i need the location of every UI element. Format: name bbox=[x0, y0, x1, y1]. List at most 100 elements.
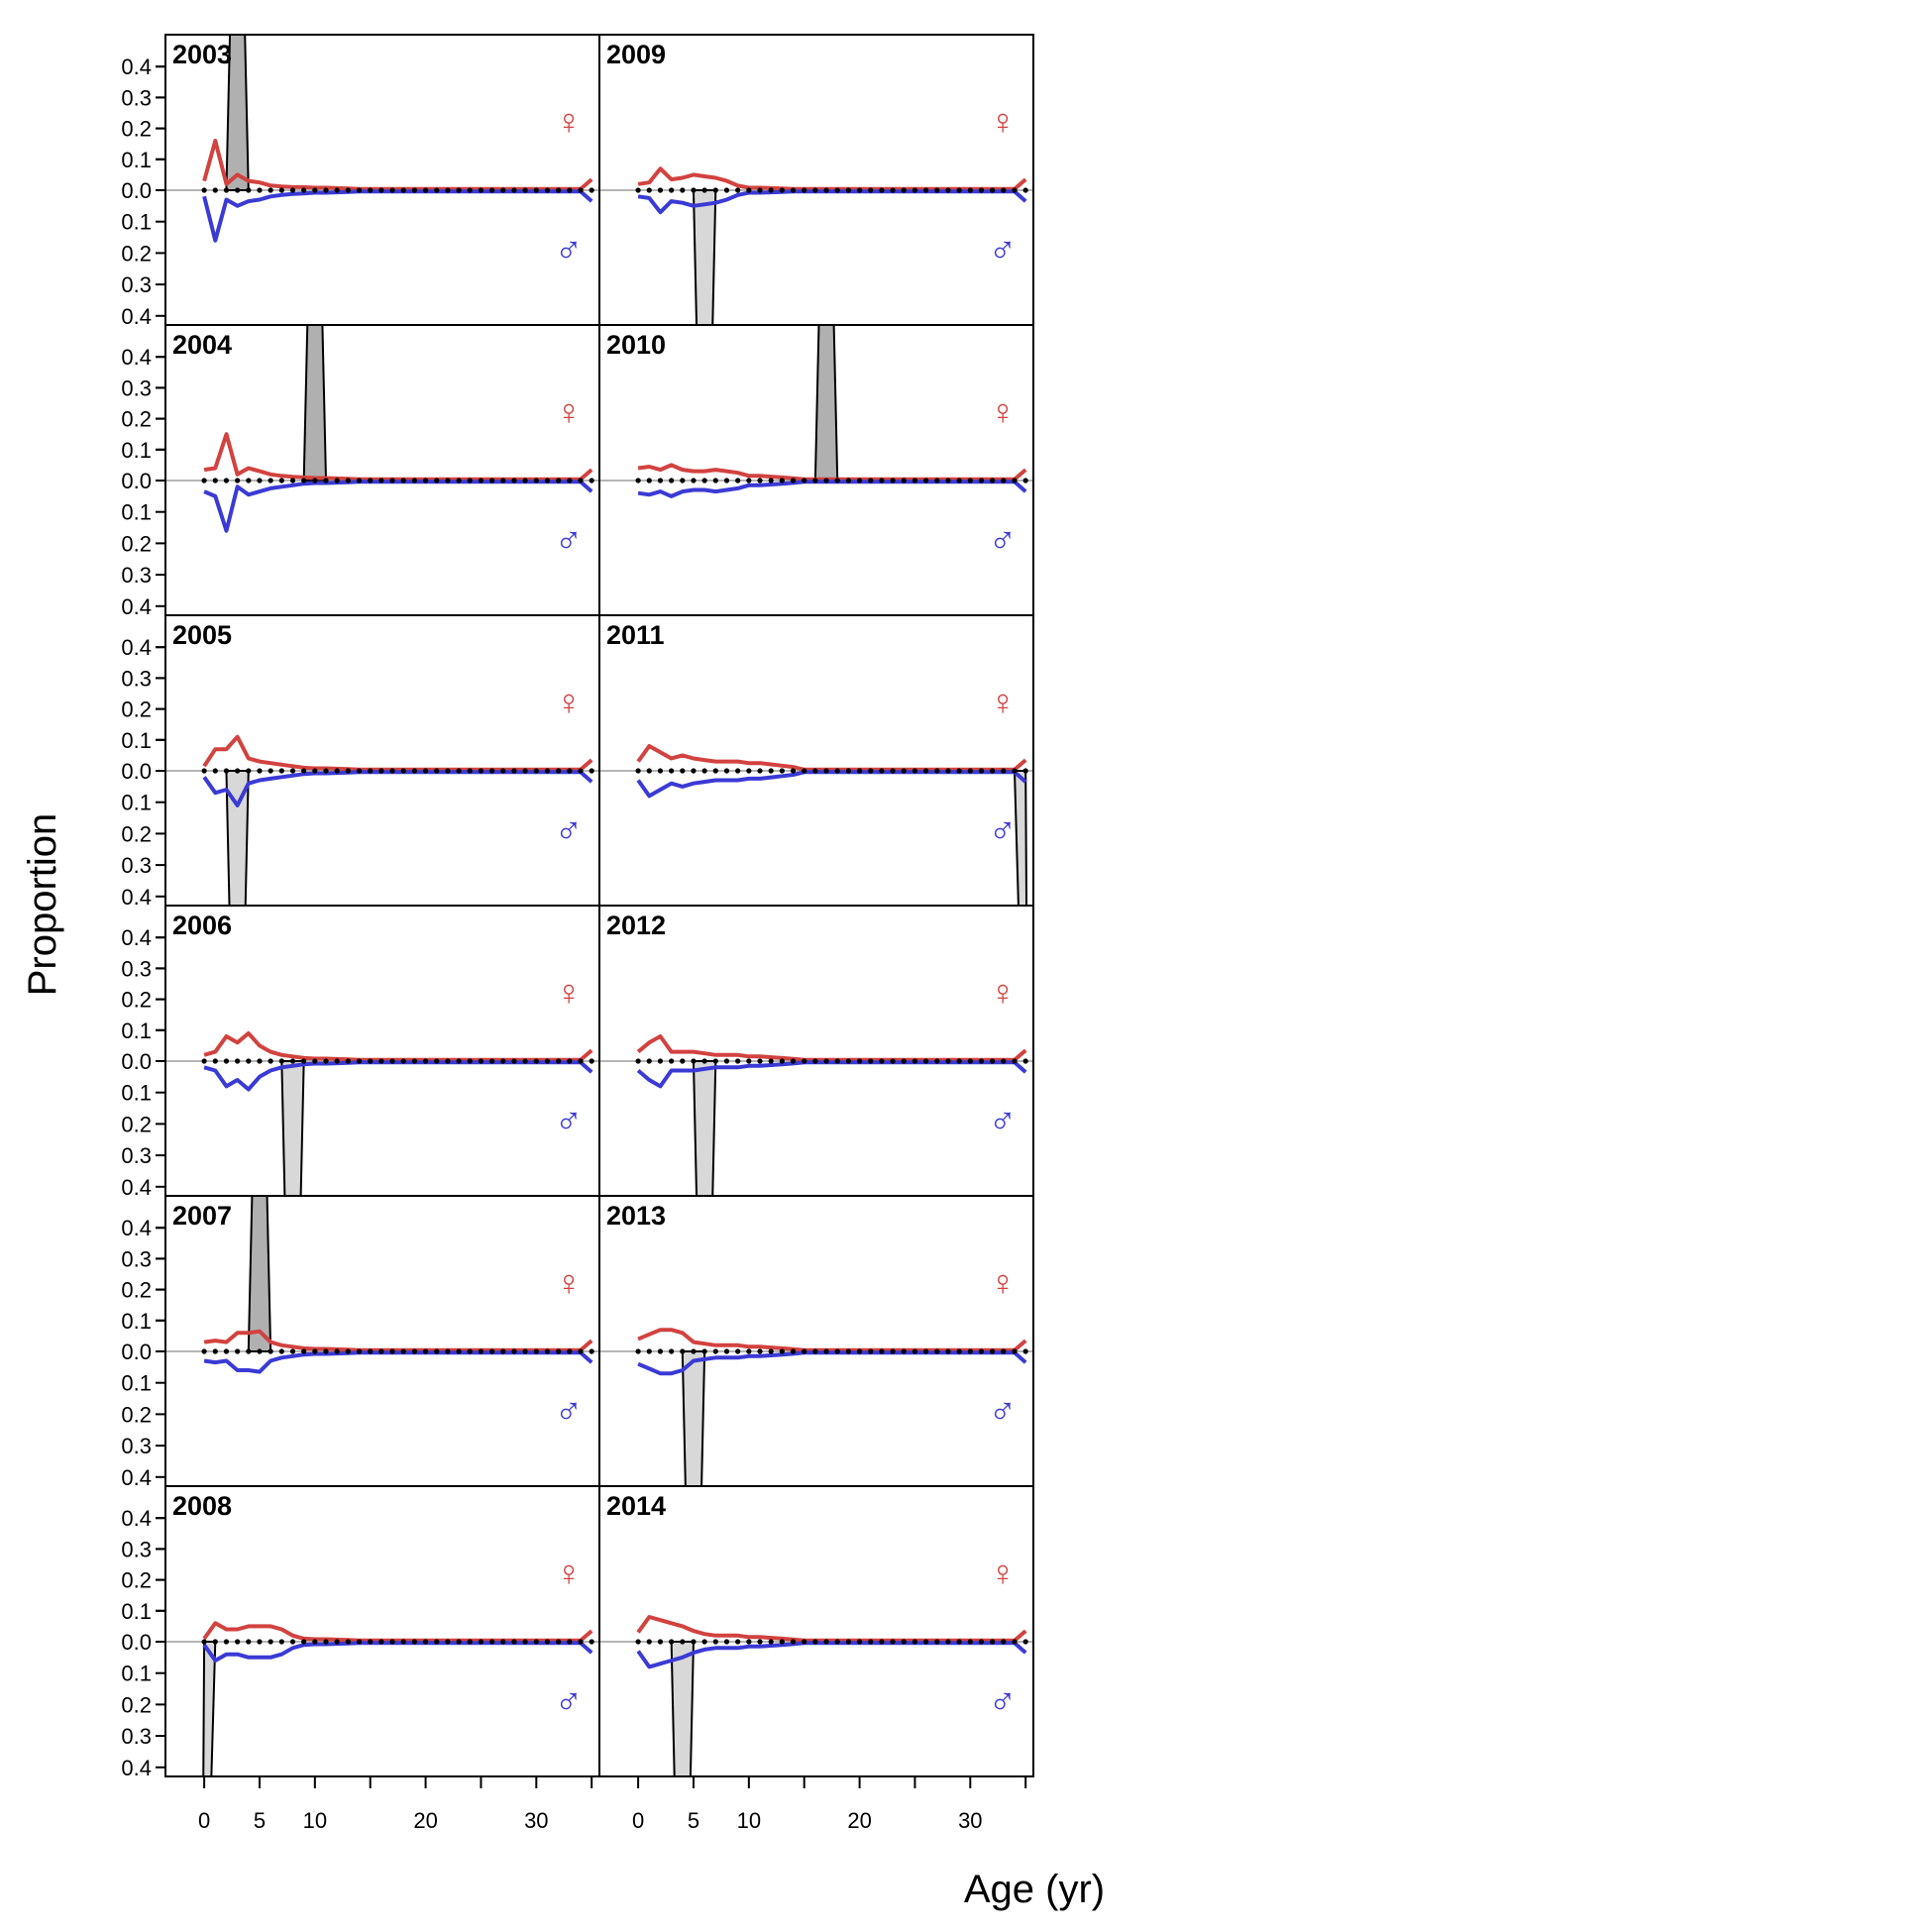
observed-point bbox=[669, 768, 675, 774]
observed-point bbox=[456, 1058, 462, 1064]
observed-point bbox=[879, 768, 885, 774]
observed-point bbox=[533, 1348, 539, 1354]
observed-points bbox=[201, 1348, 594, 1354]
observed-point bbox=[768, 768, 774, 774]
observed-point bbox=[268, 1348, 273, 1354]
y-axis: 0.4 0.3 0.2 0.1 0.1 0.2 0.3 0.4 0.0 bbox=[121, 1216, 165, 1490]
observed-point bbox=[823, 1639, 829, 1645]
observed-bar bbox=[247, 1196, 272, 1352]
observed-point bbox=[400, 1348, 406, 1354]
observed-point bbox=[868, 1348, 874, 1354]
observed-point bbox=[635, 1639, 641, 1645]
male-symbol-icon: ♂ bbox=[555, 230, 584, 271]
observed-point bbox=[589, 187, 594, 193]
y-axis-title: Proportion bbox=[21, 813, 64, 997]
observed-points bbox=[201, 1639, 594, 1645]
observed-points bbox=[635, 1639, 1028, 1645]
panel-2012: 2012 ♀ ♂ bbox=[598, 905, 1034, 1197]
female-expected-line bbox=[203, 1030, 593, 1062]
x-tick-label: 5 bbox=[688, 1808, 699, 1833]
observed-point bbox=[1001, 1639, 1007, 1645]
observed-point bbox=[934, 1058, 940, 1064]
observed-point bbox=[578, 1639, 584, 1645]
male-symbol-icon: ♂ bbox=[555, 1681, 584, 1723]
observed-point bbox=[345, 1348, 351, 1354]
observed-point bbox=[368, 1639, 374, 1645]
male-symbol-icon: ♂ bbox=[989, 520, 1018, 562]
y-tick-label: 0.1 bbox=[121, 210, 152, 235]
female-symbol-icon: ♀ bbox=[990, 1553, 1017, 1593]
y-tick-label: 0.2 bbox=[121, 1692, 152, 1717]
observed-point bbox=[934, 768, 940, 774]
observed-point bbox=[712, 1348, 718, 1354]
observed-point bbox=[301, 768, 307, 774]
y-tick-label: 0.0 bbox=[121, 759, 152, 784]
observed-point bbox=[312, 1348, 318, 1354]
observed-point bbox=[567, 768, 573, 774]
observed-point bbox=[400, 768, 406, 774]
y-tick-label: 0.4 bbox=[121, 1506, 152, 1531]
panel-frame bbox=[164, 905, 600, 1197]
panel-frame bbox=[598, 1485, 1034, 1777]
observed-point bbox=[378, 768, 384, 774]
observed-point bbox=[879, 1348, 885, 1354]
observed-point bbox=[967, 187, 973, 193]
observed-point bbox=[779, 1348, 785, 1354]
panel-2005: 2005 ♀ ♂ bbox=[164, 614, 600, 907]
observed-point bbox=[635, 1058, 641, 1064]
observed-point bbox=[701, 1639, 707, 1645]
observed-point bbox=[712, 187, 718, 193]
observed-point bbox=[657, 478, 664, 483]
female-expected-line bbox=[203, 432, 593, 482]
observed-point bbox=[1001, 478, 1007, 483]
y-tick-label: 0.3 bbox=[121, 853, 152, 878]
observed-point bbox=[389, 478, 395, 483]
observed-point bbox=[967, 768, 973, 774]
y-tick-label: 0.3 bbox=[121, 563, 152, 588]
observed-point bbox=[746, 768, 752, 774]
observed-point bbox=[434, 1348, 440, 1354]
observed-point bbox=[669, 478, 675, 483]
observed-point bbox=[422, 1639, 429, 1645]
observed-point bbox=[879, 187, 885, 193]
observed-point bbox=[890, 478, 896, 483]
observed-point bbox=[845, 1639, 852, 1645]
observed-point bbox=[978, 187, 985, 193]
panel-year-label: 2005 bbox=[172, 620, 232, 650]
observed-point bbox=[589, 1058, 594, 1064]
observed-point bbox=[544, 1639, 551, 1645]
y-tick-label: 0.4 bbox=[121, 54, 152, 79]
observed-point bbox=[1012, 1639, 1018, 1645]
observed-points bbox=[201, 768, 594, 774]
observed-point bbox=[691, 478, 697, 483]
observed-point bbox=[934, 187, 940, 193]
female-symbol-icon: ♀ bbox=[556, 1262, 583, 1303]
observed-point bbox=[890, 1348, 896, 1354]
observed-point bbox=[691, 768, 697, 774]
observed-point bbox=[268, 478, 273, 483]
observed-point bbox=[500, 768, 506, 774]
observed-point bbox=[345, 478, 351, 483]
female-expected-line bbox=[636, 1034, 1027, 1062]
y-axis: 0.4 0.3 0.2 0.1 0.1 0.2 0.3 0.4 0.0 bbox=[121, 925, 165, 1200]
observed-point bbox=[712, 1058, 718, 1064]
observed-point bbox=[278, 478, 284, 483]
panel-2003: 2003 ♀ ♂ bbox=[164, 34, 600, 326]
observed-point bbox=[522, 478, 528, 483]
observed-point bbox=[323, 1639, 329, 1645]
y-tick-label: 0.1 bbox=[121, 728, 152, 753]
panels-layer: 2003♀♂2004♀♂2005♀♂2006♀♂2007♀♂2008♀♂2009… bbox=[164, 34, 1034, 1777]
observed-point bbox=[257, 1639, 263, 1645]
observed-point bbox=[268, 1058, 273, 1064]
y-tick-label: 0.4 bbox=[121, 1175, 152, 1200]
observed-point bbox=[768, 1348, 774, 1354]
observed-point bbox=[723, 1639, 730, 1645]
observed-point bbox=[323, 478, 329, 483]
observed-point bbox=[768, 1639, 774, 1645]
observed-point bbox=[701, 768, 707, 774]
y-tick-label: 0.4 bbox=[121, 304, 152, 329]
observed-point bbox=[723, 187, 730, 193]
y-axis: 0.4 0.3 0.2 0.1 0.1 0.2 0.3 0.4 0.0 bbox=[121, 1506, 165, 1780]
observed-point bbox=[478, 768, 484, 774]
observed-point bbox=[511, 478, 517, 483]
